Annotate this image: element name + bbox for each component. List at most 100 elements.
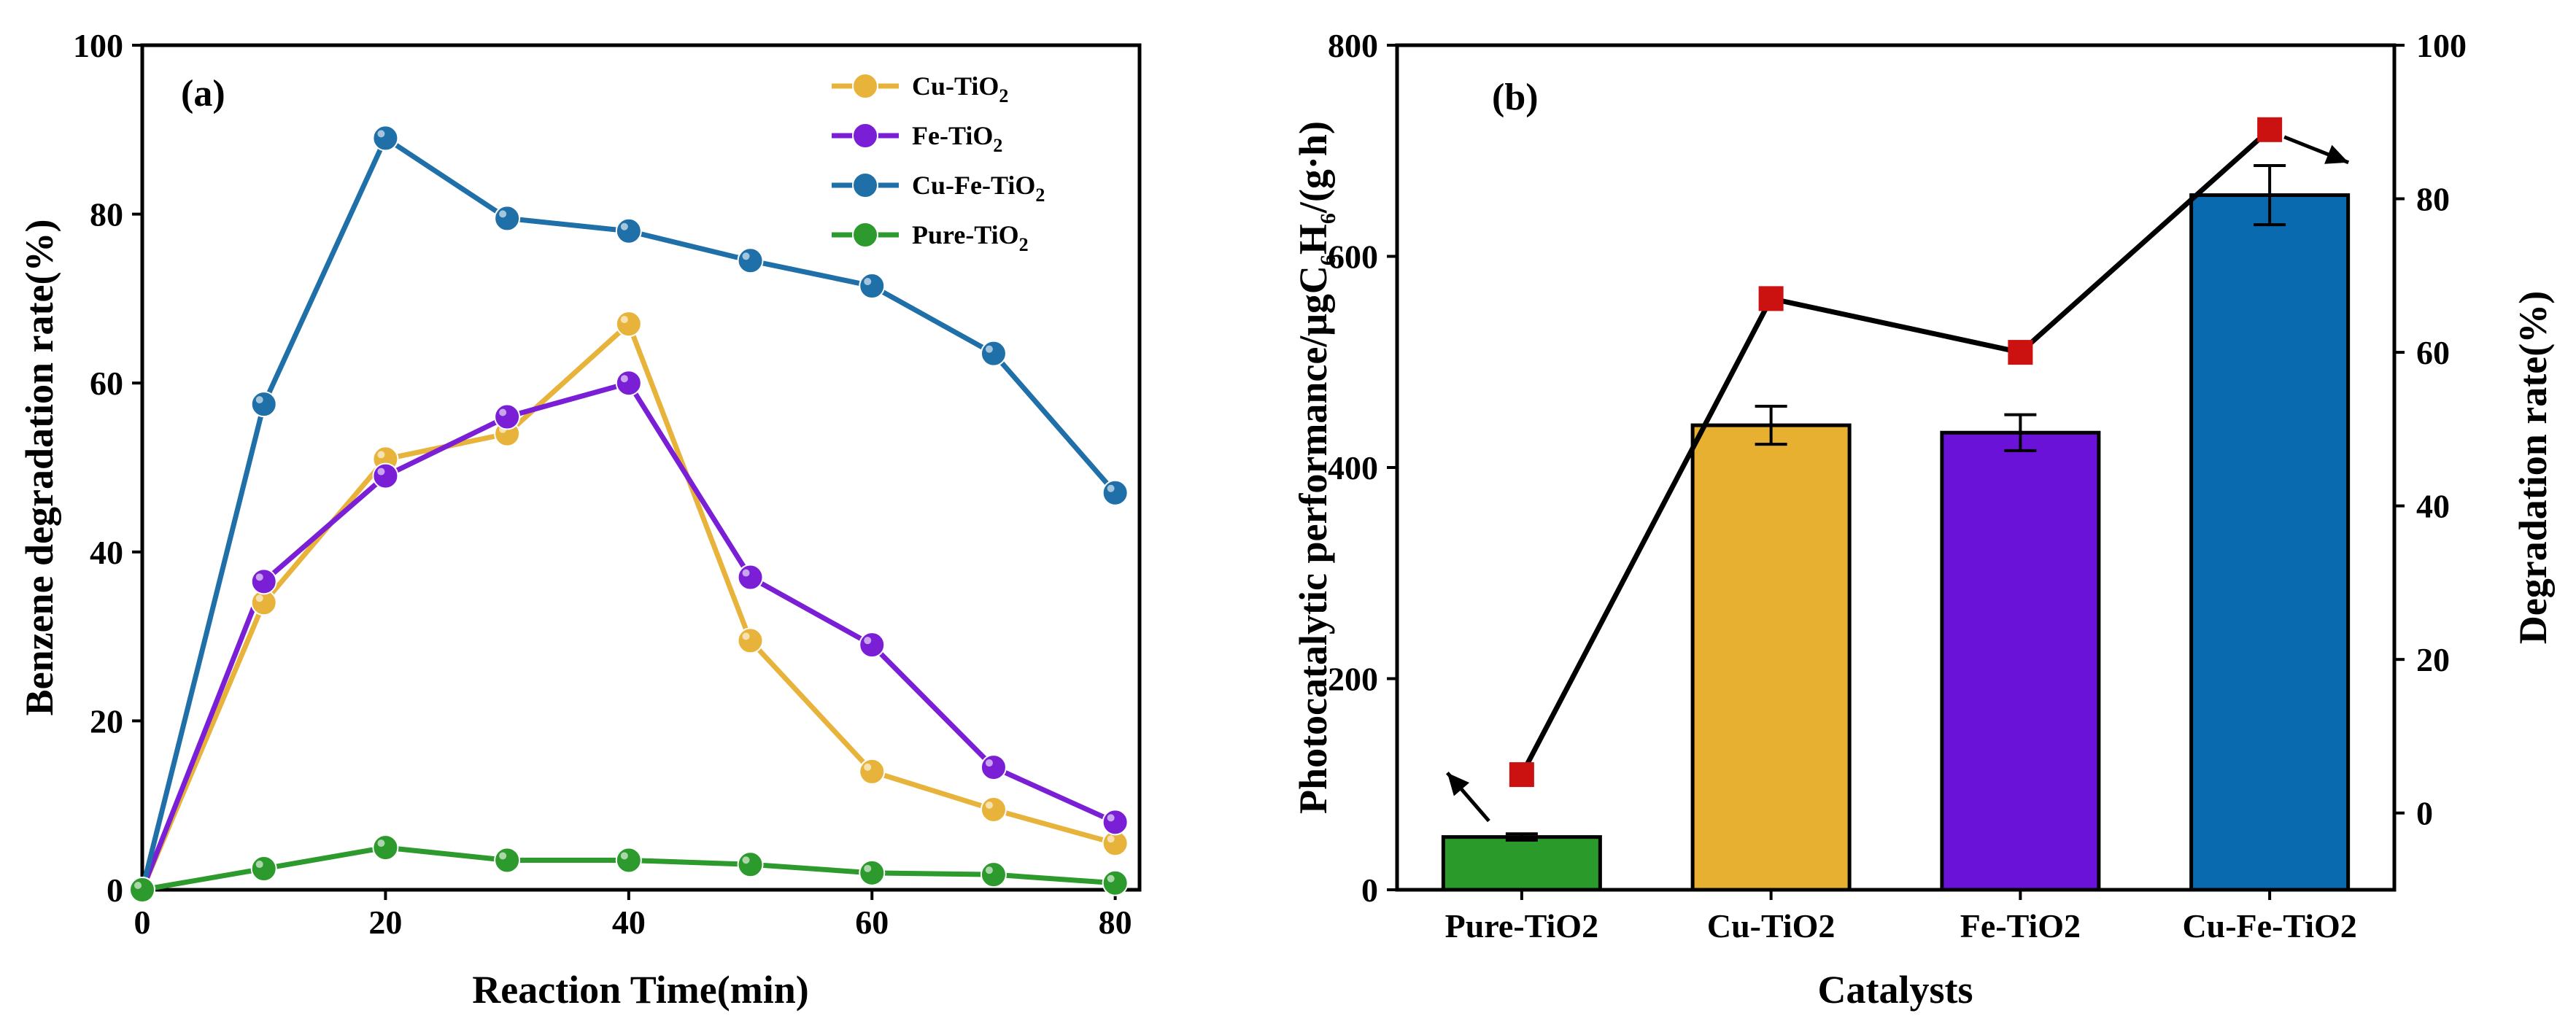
data-point bbox=[129, 877, 155, 903]
data-point bbox=[859, 632, 886, 659]
legend-label: Cu-Fe-TiO2 bbox=[912, 171, 1045, 206]
data-point-highlight bbox=[377, 839, 385, 847]
data-point-highlight bbox=[620, 852, 628, 860]
data-point-highlight bbox=[742, 632, 750, 640]
data-point-highlight bbox=[620, 222, 628, 230]
bar-pure-tio2 bbox=[1441, 835, 1602, 892]
data-point bbox=[980, 754, 1007, 781]
data-point-highlight bbox=[377, 451, 385, 459]
data-point bbox=[615, 370, 642, 397]
panel-b-ticks: 0 200 400 600 800 0 20 40 60 80 100 Pure-TiO2 Cu-TiO… bbox=[1328, 27, 2467, 944]
panel-a-x-axis-title: Reaction Time(min) bbox=[472, 968, 808, 1012]
legend-label-sub: 2 bbox=[1035, 185, 1045, 206]
x-tick-label: 40 bbox=[612, 904, 646, 941]
data-point-highlight bbox=[985, 345, 993, 353]
y2-tick-label: 20 bbox=[2416, 641, 2450, 678]
y2-tick-label: 40 bbox=[2416, 488, 2450, 525]
data-point-highlight bbox=[864, 278, 872, 286]
panel-b-bars bbox=[1441, 164, 2351, 892]
data-point-highlight bbox=[620, 316, 628, 324]
degradation-marker bbox=[2257, 117, 2283, 142]
data-point-highlight bbox=[985, 759, 993, 767]
degradation-marker bbox=[1509, 762, 1534, 788]
data-point bbox=[494, 205, 521, 232]
data-point-highlight bbox=[255, 573, 263, 581]
x-tick-label: 20 bbox=[368, 904, 402, 941]
data-point bbox=[250, 568, 277, 595]
data-point-highlight bbox=[1107, 874, 1115, 882]
data-point bbox=[737, 247, 764, 274]
data-point bbox=[737, 851, 764, 878]
y-tick-label: 200 bbox=[1328, 661, 1378, 698]
category-label: Fe-TiO2 bbox=[1960, 907, 2081, 944]
panel-b-y-axis-title: Photocatalytic performance/μgC6H6/(g·h) bbox=[1291, 121, 1340, 814]
legend-marker bbox=[852, 73, 878, 99]
panel-a-plot-frame bbox=[140, 43, 1142, 892]
legend-label: Pure-TiO2 bbox=[912, 220, 1029, 255]
data-point bbox=[1102, 869, 1129, 896]
y-title-part-1: Photocatalytic performance/μgC bbox=[1291, 265, 1335, 814]
data-point bbox=[250, 391, 277, 418]
panel-a-label: (a) bbox=[181, 73, 225, 115]
data-point-highlight bbox=[499, 408, 507, 416]
bar-cu-tio2 bbox=[1690, 423, 1852, 892]
legend-marker bbox=[852, 172, 878, 198]
data-point-highlight bbox=[499, 210, 507, 218]
data-point bbox=[372, 125, 399, 152]
data-point-highlight bbox=[377, 130, 385, 138]
data-point-highlight bbox=[985, 866, 993, 874]
degradation-line bbox=[1519, 128, 2272, 776]
data-point bbox=[372, 834, 399, 861]
data-point-highlight bbox=[864, 864, 872, 872]
y-tick-label: 800 bbox=[1328, 27, 1378, 64]
degradation-marker bbox=[1758, 286, 1784, 311]
category-label: Cu-Fe-TiO2 bbox=[2182, 907, 2356, 944]
data-point-highlight bbox=[864, 763, 872, 771]
data-point bbox=[980, 796, 1007, 823]
y-title-sub-2: 6 bbox=[1316, 213, 1340, 224]
legend-label-sub: 2 bbox=[993, 135, 1002, 156]
data-point-highlight bbox=[134, 882, 142, 889]
data-point bbox=[737, 627, 764, 654]
data-point-highlight bbox=[499, 852, 507, 860]
legend-label-main: Cu-Fe-TiO bbox=[912, 171, 1035, 200]
legend-label: Fe-TiO2 bbox=[912, 121, 1002, 156]
degradation-marker bbox=[2008, 340, 2033, 365]
series-line-cu-tio bbox=[139, 321, 1116, 891]
y-title-part-2: H bbox=[1291, 224, 1335, 255]
bar-cu-fe-tio2 bbox=[2189, 193, 2351, 892]
data-point-highlight bbox=[1107, 484, 1115, 492]
x-tick-label: 0 bbox=[134, 904, 151, 941]
data-point bbox=[1102, 479, 1129, 506]
y-tick-label: 400 bbox=[1328, 449, 1378, 486]
y-title-part-3: /(g·h) bbox=[1291, 121, 1335, 214]
x-tick-label: 80 bbox=[1099, 904, 1132, 941]
data-point-highlight bbox=[377, 467, 385, 476]
category-label: Cu-TiO2 bbox=[1707, 907, 1836, 944]
y2-tick-label: 100 bbox=[2416, 27, 2467, 64]
series-line-fe-tio bbox=[139, 380, 1117, 891]
panel-b-label: (b) bbox=[1492, 77, 1539, 118]
panel-a-line-chart: 0 20 40 60 80 0 20 40 60 80 100 Reaction Time(min)… bbox=[18, 27, 1142, 1012]
data-point-highlight bbox=[1107, 814, 1115, 822]
panel-a-y-axis-title: Benzene degradation rate(%) bbox=[18, 220, 61, 716]
x-tick-label: 60 bbox=[855, 904, 889, 941]
y2-tick-label: 80 bbox=[2416, 181, 2450, 218]
legend-marker bbox=[852, 123, 878, 149]
y-tick-label: 0 bbox=[1361, 872, 1378, 909]
data-point bbox=[859, 758, 886, 785]
left-axis-arrow-head bbox=[1447, 772, 1470, 796]
data-point bbox=[1102, 809, 1129, 836]
data-point bbox=[615, 847, 642, 874]
data-point bbox=[494, 847, 521, 874]
data-point-highlight bbox=[1107, 835, 1115, 843]
data-point bbox=[615, 217, 642, 244]
y-tick-label: 20 bbox=[90, 702, 123, 740]
legend-marker bbox=[852, 222, 878, 248]
data-point-highlight bbox=[742, 252, 750, 260]
data-point bbox=[250, 856, 277, 882]
y-tick-label: 40 bbox=[90, 534, 123, 571]
data-point-highlight bbox=[620, 375, 628, 383]
category-label: Pure-TiO2 bbox=[1445, 907, 1598, 944]
